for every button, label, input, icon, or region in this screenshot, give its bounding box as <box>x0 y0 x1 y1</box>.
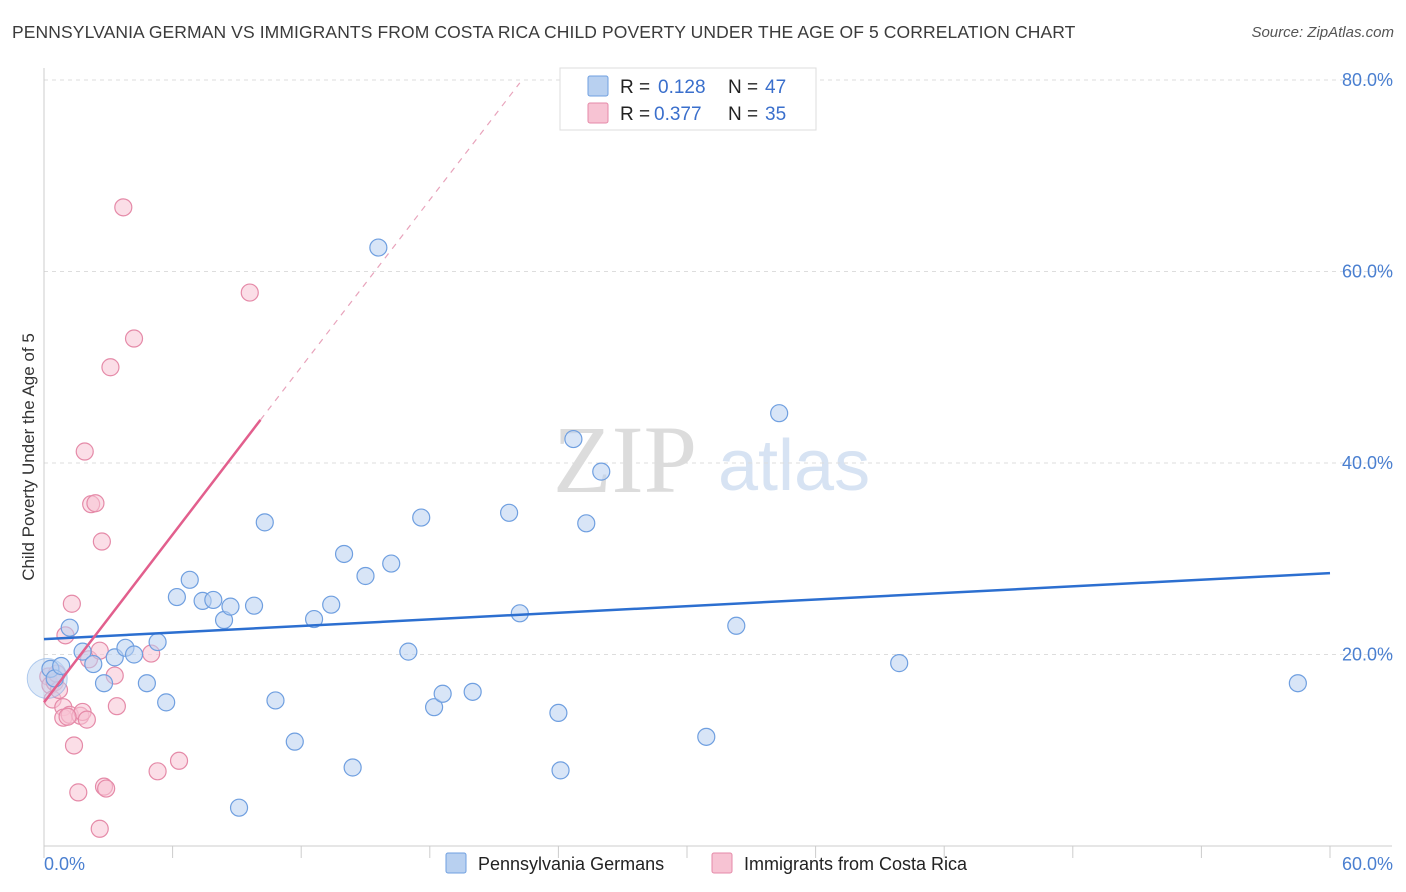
trend-layer <box>43 82 1331 704</box>
costa-rica-point <box>148 762 167 781</box>
pennsylvania-germans-point <box>244 596 264 615</box>
pennsylvania-germans-point <box>148 632 167 652</box>
x-tick-marks <box>43 846 1331 858</box>
chart-title: PENNSYLVANIA GERMAN VS IMMIGRANTS FROM C… <box>12 22 1076 42</box>
pennsylvania-germans-point <box>304 609 324 629</box>
costa-rica-point <box>124 329 144 348</box>
x-tick-labels: 0.0% 60.0% <box>44 854 1393 874</box>
pink-trend-line <box>43 419 262 704</box>
pennsylvania-germans-point <box>94 674 114 693</box>
pennsylvania-germans-point <box>433 684 452 703</box>
pennsylvania-germans-point <box>697 727 716 746</box>
pennsylvania-germans-point <box>463 682 482 701</box>
axis-layer <box>43 68 1392 847</box>
pennsylvania-germans-point <box>577 514 596 533</box>
costa-rica-point <box>58 707 77 726</box>
costa-rica-point <box>75 442 94 461</box>
blue-trend-line <box>43 571 1331 641</box>
costa-rica-point <box>62 594 81 613</box>
stats-r-label-pink: R = <box>620 104 650 125</box>
costa-rica-point <box>77 710 96 729</box>
pennsylvania-germans-point <box>204 590 223 610</box>
pink-trend-extension <box>260 82 521 421</box>
pennsylvania-germans-point <box>221 597 240 616</box>
y-tick-label: 60.0% <box>1342 262 1393 282</box>
pennsylvania-germans-point <box>255 513 274 532</box>
y-tick-label: 80.0% <box>1342 70 1393 90</box>
pennsylvania-germans-point <box>322 595 341 614</box>
costa-rica-point <box>114 198 133 217</box>
stats-n-label-pink: N = <box>728 104 758 125</box>
pennsylvania-germans-point <box>285 732 304 751</box>
pennsylvania-germans-point <box>399 642 418 661</box>
pennsylvania-germans-point <box>551 761 570 780</box>
costa-rica-point <box>90 819 109 838</box>
bottom-legend-label-pink: Immigrants from Costa Rica <box>744 854 968 874</box>
stats-r-value-pink: 0.377 <box>654 104 702 125</box>
chart-source: Source: ZipAtlas.com <box>1251 24 1394 41</box>
pennsylvania-germans-point <box>124 645 144 664</box>
pennsylvania-germans-point <box>266 691 285 710</box>
costa-rica-point <box>169 751 189 770</box>
blue-points-layer <box>26 238 1307 817</box>
pennsylvania-germans-point <box>356 566 375 586</box>
pennsylvania-germans-point <box>592 462 611 481</box>
stats-r-value-blue: 0.128 <box>658 77 706 98</box>
costa-rica-point <box>97 779 116 798</box>
y-axis-title: Child Poverty Under the Age of 5 <box>19 333 38 581</box>
stats-legend: R = 0.128 N = 47 R = 0.377 N = 35 <box>559 67 817 131</box>
pennsylvania-germans-point <box>334 544 354 564</box>
costa-rica-point <box>64 736 84 755</box>
pennsylvania-germans-point <box>727 616 746 635</box>
watermark-zip: ZIP <box>553 406 697 513</box>
pennsylvania-germans-point <box>343 758 362 777</box>
pennsylvania-germans-point <box>1288 674 1307 693</box>
pennsylvania-germans-point <box>229 798 249 817</box>
bottom-legend: Pennsylvania Germans Immigrants from Cos… <box>445 852 968 874</box>
costa-rica-point <box>101 358 120 377</box>
pennsylvania-germans-point <box>167 587 186 607</box>
pennsylvania-germans-point <box>424 698 444 717</box>
costa-rica-point <box>240 283 259 302</box>
pennsylvania-germans-point <box>549 703 568 723</box>
pennsylvania-germans-point <box>84 654 103 674</box>
y-tick-label: 40.0% <box>1342 453 1393 473</box>
x-tick-label-max: 60.0% <box>1342 854 1393 874</box>
bottom-legend-label-blue: Pennsylvania Germans <box>478 854 664 874</box>
stats-legend-swatch-blue <box>587 75 609 97</box>
pennsylvania-germans-point <box>157 693 176 712</box>
pennsylvania-germans-point <box>60 618 79 637</box>
stats-n-label-blue: N = <box>728 77 758 98</box>
grid-layer <box>44 79 1392 655</box>
costa-rica-point <box>92 532 111 551</box>
costa-rica-point <box>107 697 126 716</box>
pennsylvania-germans-point <box>369 238 388 257</box>
costa-rica-point <box>69 783 88 802</box>
pennsylvania-germans-point <box>564 429 583 449</box>
stats-legend-swatch-pink <box>587 102 609 124</box>
pennsylvania-germans-point <box>500 503 519 522</box>
pink-points-layer <box>39 198 259 838</box>
watermark-atlas: atlas <box>718 426 870 506</box>
pennsylvania-germans-point <box>382 554 401 573</box>
stats-r-label-blue: R = <box>620 77 650 98</box>
pennsylvania-germans-point <box>137 674 156 693</box>
pennsylvania-germans-point <box>412 508 431 527</box>
y-tick-labels: 20.0% 40.0% 60.0% 80.0% <box>1342 70 1393 665</box>
costa-rica-point <box>86 494 105 513</box>
pennsylvania-germans-point <box>180 570 199 589</box>
bottom-legend-swatch-blue <box>445 852 467 874</box>
y-tick-label: 20.0% <box>1342 645 1393 665</box>
x-tick-label-min: 0.0% <box>44 854 85 874</box>
bottom-legend-swatch-pink <box>711 852 733 874</box>
pennsylvania-germans-point <box>890 654 909 673</box>
stats-n-value-blue: 47 <box>765 77 786 98</box>
pennsylvania-germans-point <box>770 404 789 423</box>
stats-n-value-pink: 35 <box>765 104 786 125</box>
pennsylvania-germans-point <box>52 656 71 676</box>
